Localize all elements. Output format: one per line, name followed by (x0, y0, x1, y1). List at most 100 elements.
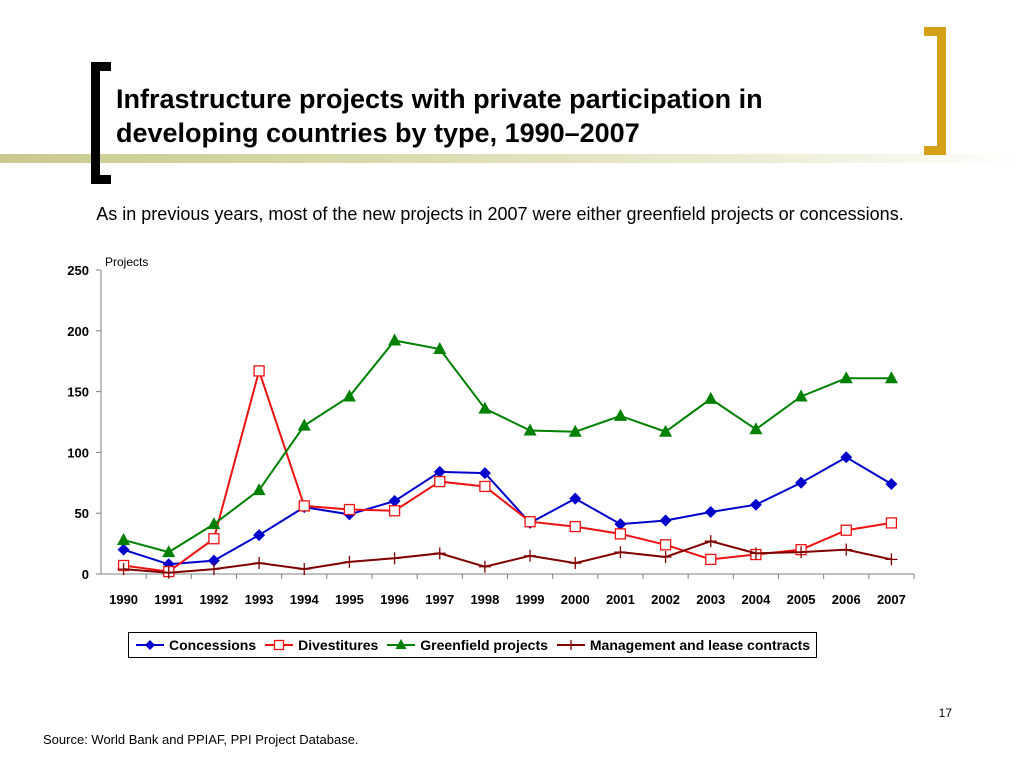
x-tick-label: 1990 (109, 592, 138, 607)
legend-swatch-concessions (136, 640, 164, 650)
data-point-greenfield-projects (839, 371, 853, 384)
legend-label-management-and-lease-contracts: Management and lease contracts (589, 637, 811, 653)
data-point-greenfield-projects (297, 418, 311, 431)
data-point-concessions (840, 451, 853, 464)
title-line-2: developing countries by type, 1990–2007 (116, 118, 640, 148)
data-point-greenfield-projects (388, 333, 402, 346)
x-tick-label: 1995 (335, 592, 364, 607)
data-point-divestitures (840, 524, 852, 536)
data-point-management-and-lease-contracts (117, 563, 130, 576)
data-point-greenfield-projects (794, 389, 808, 402)
data-point-greenfield-projects (117, 532, 131, 545)
data-point-greenfield-projects (704, 391, 718, 404)
series-line-management-and-lease-contracts (123, 540, 892, 574)
data-point-greenfield-projects (162, 545, 176, 558)
data-point-management-and-lease-contracts (478, 560, 491, 573)
data-point-divestitures (253, 365, 265, 377)
series-line-divestitures (123, 367, 892, 573)
x-tick-label: 1997 (425, 592, 454, 607)
data-point-divestitures (569, 520, 581, 533)
data-point-management-and-lease-contracts (659, 550, 672, 563)
data-point-management-and-lease-contracts (298, 563, 311, 576)
x-tick-label: 2001 (606, 592, 635, 607)
data-point-greenfield-projects (433, 342, 447, 355)
data-point-management-and-lease-contracts (162, 566, 175, 579)
data-point-greenfield-projects (884, 371, 898, 384)
data-point-concessions (433, 465, 446, 478)
y-tick-label: 100 (67, 445, 89, 460)
source-note: Source: World Bank and PPIAF, PPI Projec… (43, 732, 359, 747)
x-tick-label: 1991 (154, 592, 183, 607)
data-point-concessions (795, 476, 808, 489)
data-point-management-and-lease-contracts (614, 546, 627, 559)
data-point-management-and-lease-contracts (749, 547, 762, 560)
data-point-divestitures (885, 517, 898, 529)
data-point-concessions (207, 554, 220, 567)
legend-swatch-management-and-lease-contracts (556, 640, 585, 650)
data-point-divestitures (388, 505, 401, 517)
data-point-divestitures (298, 500, 310, 512)
line-chart: 0 50 100 150 200 250 Projects 1990 1991 1992 1993 1… (67, 255, 915, 607)
data-point-concessions (885, 478, 898, 491)
y-tick-label: 0 (82, 567, 89, 582)
data-point-management-and-lease-contracts (207, 563, 220, 576)
data-point-management-and-lease-contracts (704, 535, 717, 548)
decorative-band (0, 154, 1024, 163)
data-point-concessions (117, 543, 130, 556)
data-point-management-and-lease-contracts (343, 555, 356, 568)
x-tick-label: 1999 (516, 592, 545, 607)
data-point-concessions (659, 514, 672, 527)
y-tick-label: 150 (67, 385, 89, 400)
y-tick-label: 250 (67, 263, 89, 278)
data-point-greenfield-projects (749, 422, 763, 435)
data-point-greenfield-projects (478, 401, 492, 414)
x-tick-label: 2006 (832, 592, 861, 607)
data-point-management-and-lease-contracts (569, 557, 582, 570)
data-point-management-and-lease-contracts (524, 549, 537, 562)
data-point-divestitures (343, 503, 356, 516)
data-point-concessions (749, 498, 762, 511)
x-tick-label: 1993 (245, 592, 274, 607)
y-tick-label: 200 (67, 324, 89, 339)
data-point-management-and-lease-contracts (433, 547, 446, 560)
legend-item-concessions: Concessions (135, 637, 256, 653)
data-point-management-and-lease-contracts (253, 557, 266, 570)
data-point-concessions (704, 505, 717, 518)
data-point-greenfield-projects (659, 424, 673, 437)
title-line-1: Infrastructure projects with private par… (116, 84, 763, 114)
data-point-divestitures (614, 528, 627, 540)
data-point-concessions (253, 529, 266, 542)
data-point-management-and-lease-contracts (885, 553, 898, 566)
title-bracket (91, 62, 111, 184)
data-point-concessions (614, 518, 627, 531)
data-point-management-and-lease-contracts (388, 552, 401, 565)
y-axis-label: Projects (105, 255, 148, 269)
legend-item-greenfield-projects: Greenfield projects (386, 637, 548, 653)
x-tick-label: 1992 (199, 592, 228, 607)
data-point-divestitures (705, 553, 717, 566)
data-point-concessions (478, 467, 491, 480)
data-point-greenfield-projects (252, 483, 266, 496)
slide-title: Infrastructure projects with private par… (116, 82, 836, 150)
x-tick-label: 2007 (877, 592, 906, 607)
x-tick-label: 1994 (290, 592, 320, 607)
data-point-concessions (569, 492, 582, 505)
page-number: 17 (938, 706, 952, 720)
series-line-concessions (123, 456, 892, 566)
x-tick-label: 2003 (696, 592, 725, 607)
legend-label-greenfield-projects: Greenfield projects (420, 637, 548, 653)
legend-item-management-and-lease-contracts: Management and lease contracts (556, 637, 810, 653)
x-tick-label: 2005 (787, 592, 816, 607)
x-tick-label: 2004 (741, 592, 771, 607)
series-line-greenfield-projects (123, 339, 892, 554)
x-tick-label: 2000 (561, 592, 590, 607)
data-point-greenfield-projects (342, 389, 356, 402)
legend-item-divestitures: Divestitures (264, 637, 378, 653)
data-point-divestitures (524, 516, 536, 528)
legend-label-concessions: Concessions (169, 637, 257, 653)
data-point-greenfield-projects (568, 424, 582, 437)
data-point-management-and-lease-contracts (840, 543, 853, 556)
data-point-greenfield-projects (523, 423, 537, 436)
accent-bracket (924, 27, 946, 155)
legend-swatch-greenfield-projects (387, 639, 416, 649)
